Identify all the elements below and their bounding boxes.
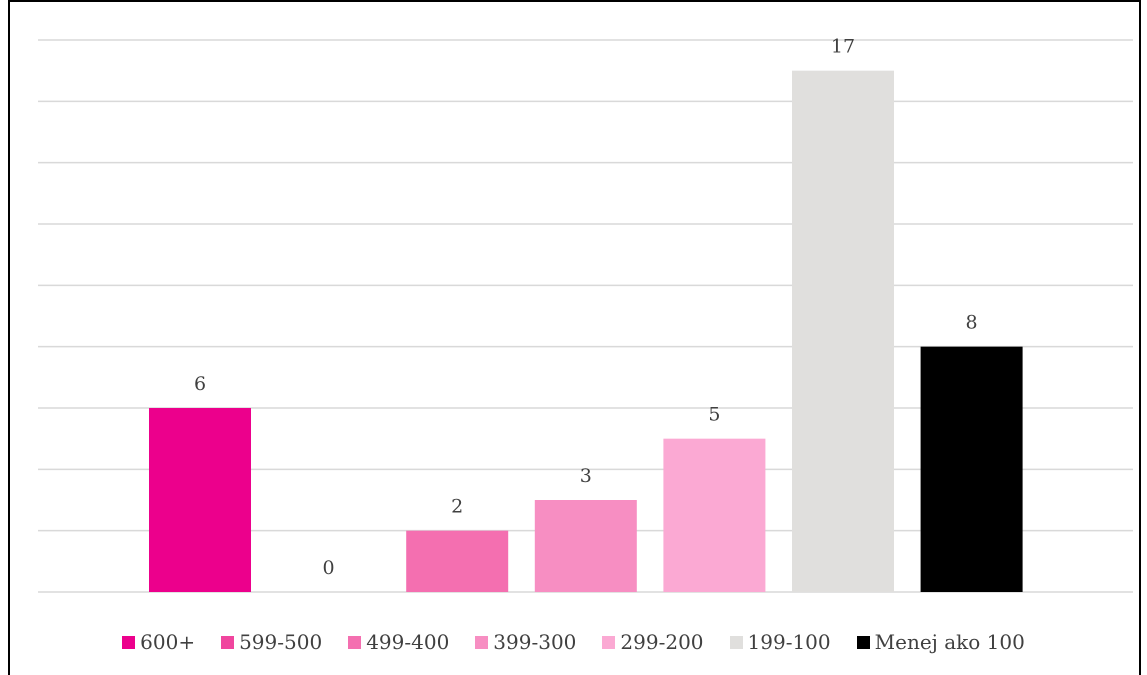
bar-3: [406, 530, 509, 592]
legend-swatch: [602, 635, 616, 649]
bar-6: [792, 70, 894, 592]
legend-item: 399-300: [475, 630, 576, 654]
legend-label: 299-200: [620, 630, 704, 654]
legend-item: 499-400: [348, 630, 449, 654]
data-label-5: 5: [708, 404, 720, 426]
legend-swatch: [122, 635, 136, 649]
legend-item: 599-500: [221, 630, 322, 654]
legend-swatch: [348, 635, 362, 649]
legend-item: Menej ako 100: [856, 630, 1025, 654]
legend-label: 499-400: [366, 630, 450, 654]
bar-7: [920, 346, 1023, 592]
data-labels: 6 0 2 3 5 17 8: [194, 36, 978, 579]
data-label-1: 6: [194, 373, 206, 395]
legend-label: 199-100: [747, 630, 831, 654]
data-label-6: 17: [831, 36, 855, 58]
legend-item: 600+: [122, 630, 195, 654]
legend-label: 399-300: [493, 630, 577, 654]
data-label-4: 3: [580, 465, 592, 487]
data-label-3: 2: [451, 496, 463, 518]
bar-1: [149, 408, 251, 592]
legend-swatch: [856, 635, 870, 649]
data-label-2: 0: [323, 557, 335, 579]
data-label-7: 8: [966, 312, 978, 334]
legend-swatch: [475, 635, 489, 649]
legend: 600+ 599-500 499-400 399-300 299-200 199-100 M…: [0, 630, 1147, 654]
legend-label: Menej ako 100: [874, 630, 1025, 654]
legend-swatch: [729, 635, 743, 649]
legend-item: 199-100: [729, 630, 831, 654]
bars: [149, 70, 1023, 592]
chart-frame: [8, 0, 1141, 675]
legend-label: 600+: [140, 630, 196, 654]
legend-item: 299-200: [602, 630, 704, 654]
bar-4: [534, 500, 637, 592]
legend-swatch: [221, 635, 235, 649]
legend-label: 599-500: [239, 630, 323, 654]
bar-5: [663, 438, 766, 592]
